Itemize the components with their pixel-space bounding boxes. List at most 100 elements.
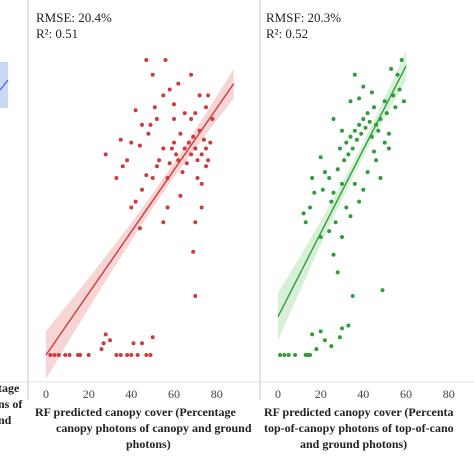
data-point — [301, 211, 306, 216]
data-point — [331, 117, 336, 121]
data-point — [125, 158, 130, 163]
data-point — [182, 111, 187, 116]
data-point — [320, 187, 325, 192]
data-point — [189, 117, 194, 121]
data-point — [201, 137, 206, 142]
data-point — [386, 146, 391, 151]
data-point — [199, 205, 204, 210]
data-point — [335, 270, 340, 275]
data-point — [367, 119, 372, 124]
x-tick-label: 80 — [443, 387, 455, 401]
middle-points — [48, 58, 215, 357]
data-point — [146, 131, 151, 136]
data-point — [329, 344, 334, 349]
data-point — [129, 140, 134, 145]
data-point — [361, 117, 366, 121]
data-point — [204, 146, 208, 151]
data-point — [103, 152, 108, 157]
middle-xlabel-line-1: RF predicted canopy cover (Percentage — [35, 405, 237, 419]
data-point — [389, 66, 394, 71]
right-confidence-band — [278, 51, 406, 341]
data-point — [186, 140, 191, 145]
right-xlabel-line-2: top-of-canopy photons of top-of-cano — [264, 421, 454, 435]
data-point — [376, 128, 381, 133]
x-tick-label: 80 — [211, 387, 223, 401]
data-point — [344, 140, 349, 145]
data-point — [399, 58, 404, 62]
left-xlabel-line-1: tage — [0, 381, 20, 395]
data-point — [154, 164, 159, 169]
left-xlabel-line-2: ns of — [0, 397, 23, 411]
data-point — [152, 105, 157, 110]
data-point — [318, 155, 323, 160]
data-point — [137, 143, 142, 148]
data-point — [174, 152, 179, 157]
data-point — [335, 167, 340, 172]
data-point — [331, 252, 336, 257]
data-point — [167, 87, 172, 92]
right-rmse-label: RMSF: 20.3% — [266, 10, 341, 25]
data-point — [206, 93, 211, 98]
data-point — [318, 329, 323, 334]
data-point — [401, 99, 406, 104]
data-point — [346, 152, 351, 157]
x-tick-label: 40 — [357, 387, 369, 401]
data-point — [52, 353, 57, 357]
data-point — [352, 181, 357, 186]
data-point — [357, 96, 362, 101]
data-point — [210, 117, 215, 121]
data-point — [86, 353, 91, 357]
data-point — [352, 128, 357, 133]
data-point — [165, 205, 170, 210]
data-point — [350, 146, 355, 151]
data-point — [365, 111, 370, 116]
data-point — [352, 72, 357, 77]
data-point — [374, 122, 379, 127]
data-point — [140, 187, 144, 192]
right-r2-label: R²: 0.52 — [266, 26, 308, 41]
data-point — [308, 353, 312, 357]
data-point — [386, 131, 391, 136]
data-point — [120, 164, 125, 169]
data-point — [372, 149, 376, 154]
data-point — [382, 99, 387, 104]
middle-x-ticks: 0 20 40 60 80 — [43, 387, 223, 401]
data-point — [357, 199, 362, 204]
x-tick-label: 60 — [400, 387, 412, 401]
data-point — [348, 134, 353, 139]
data-point — [310, 176, 315, 180]
chart-panel-left: tage ns of nd — [0, 62, 23, 427]
data-point — [337, 335, 342, 340]
data-point — [318, 235, 323, 239]
data-point — [393, 105, 398, 110]
data-point — [369, 134, 374, 139]
right-points — [278, 58, 406, 357]
data-point — [346, 323, 351, 328]
data-point — [397, 87, 402, 92]
middle-rmse-label: RMSE: 20.4% — [36, 10, 112, 25]
data-point — [101, 341, 106, 346]
data-point — [135, 353, 140, 357]
x-tick-label: 40 — [125, 387, 137, 401]
data-point — [384, 111, 389, 116]
data-point — [133, 108, 138, 113]
x-tick-label: 0 — [275, 387, 281, 401]
data-point — [167, 161, 172, 166]
right-x-ticks: 0 20 40 60 80 — [275, 387, 455, 401]
left-xlabel-line-3: nd — [0, 413, 12, 427]
data-point — [148, 122, 153, 127]
data-point — [150, 335, 155, 340]
data-point — [165, 176, 170, 180]
middle-fit-line — [45, 83, 235, 356]
data-point — [144, 173, 149, 178]
data-point — [293, 353, 298, 357]
data-point — [286, 353, 291, 357]
data-point — [133, 199, 138, 204]
middle-xlabel-line-3: photons) — [126, 437, 171, 451]
data-point — [372, 105, 376, 110]
data-point — [365, 170, 370, 175]
data-point — [182, 146, 187, 151]
right-xlabel-line-1: RF predicted canopy cover (Percenta — [264, 405, 454, 419]
data-point — [48, 353, 53, 357]
data-point — [340, 326, 344, 331]
